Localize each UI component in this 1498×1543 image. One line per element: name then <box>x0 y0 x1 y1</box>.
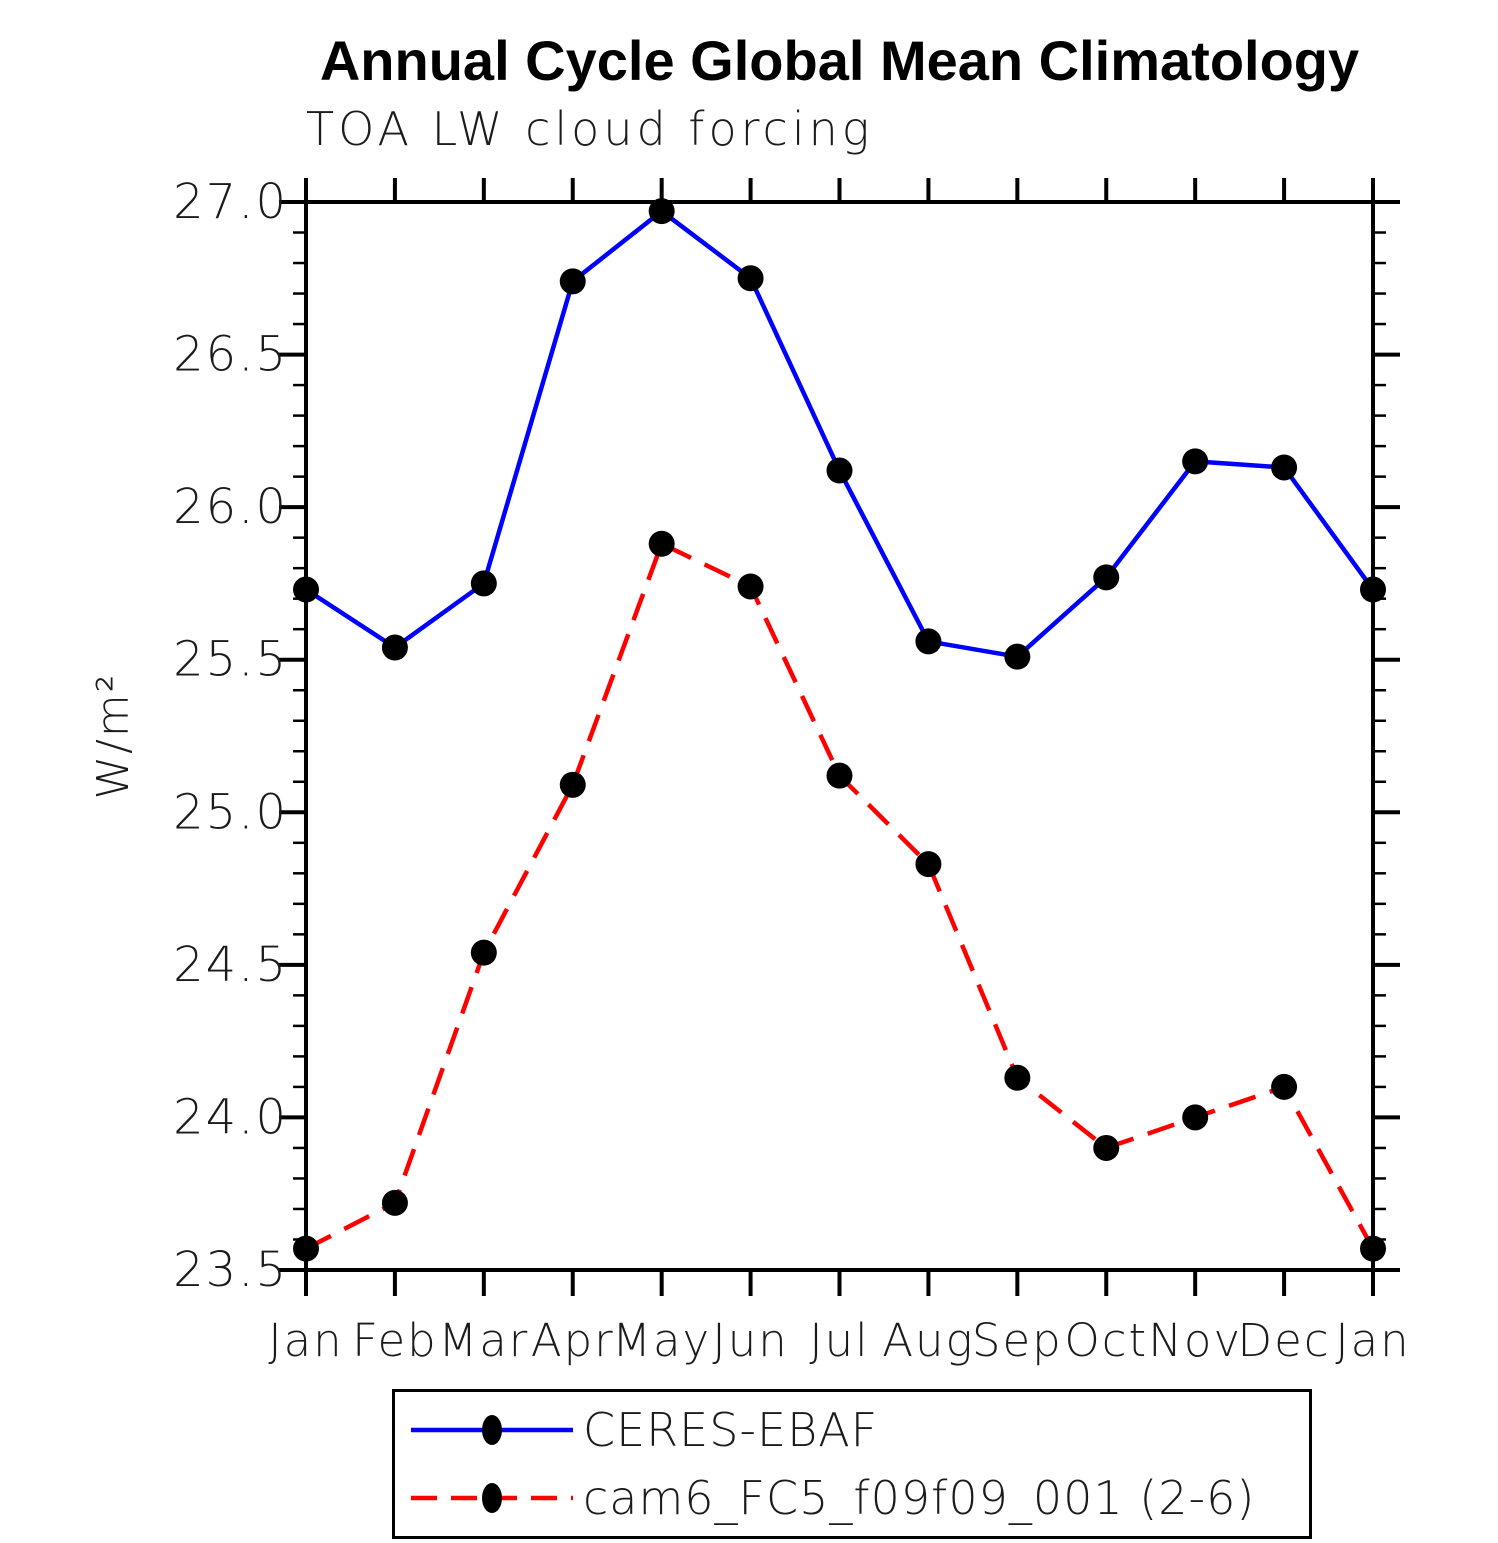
chart-title: Annual Cycle Global Mean Climatology <box>319 29 1360 92</box>
y-tick-label: 26.0 <box>173 479 288 535</box>
data-point-0 <box>559 268 586 295</box>
y-tick-label: 24.0 <box>173 1089 288 1145</box>
data-point-1 <box>648 530 675 557</box>
x-tick-label: Nov <box>1148 1314 1242 1367</box>
x-tick-label: Feb <box>352 1314 438 1367</box>
data-point-1 <box>1004 1064 1031 1091</box>
legend-line-sample <box>411 1415 573 1445</box>
y-tick-label: 25.5 <box>173 632 288 688</box>
legend-marker-icon <box>482 1483 502 1513</box>
x-tick-label: Oct <box>1064 1314 1148 1367</box>
x-tick-label: Aug <box>882 1314 974 1367</box>
x-tick-label: Apr <box>531 1314 615 1367</box>
data-point-1 <box>1093 1134 1120 1161</box>
x-tick-label: Jan <box>1335 1314 1410 1367</box>
x-tick-label: Dec <box>1238 1314 1331 1367</box>
data-point-1 <box>1271 1073 1298 1100</box>
data-point-1 <box>381 1189 408 1216</box>
legend-box: CERES-EBAF cam6_FC5_f09f09_001 (2-6) <box>392 1389 1312 1539</box>
y-tick-label: 26.5 <box>173 327 288 383</box>
legend-item-cam6: cam6_FC5_f09f09_001 (2-6) <box>407 1466 1309 1530</box>
data-point-1 <box>1182 1104 1209 1131</box>
data-point-0 <box>826 457 853 484</box>
series-line-0 <box>304 208 1375 660</box>
data-point-1 <box>293 1235 319 1262</box>
data-point-1 <box>1360 1235 1386 1262</box>
axes-frame <box>304 200 1375 1272</box>
data-point-0 <box>1271 454 1298 481</box>
data-point-0 <box>1093 564 1120 591</box>
legend-label: cam6_FC5_f09f09_001 (2-6) <box>583 1471 1256 1525</box>
data-point-0 <box>1004 643 1031 670</box>
y-tick-label: 25.0 <box>173 784 288 840</box>
x-tick-label: Sep <box>972 1314 1063 1367</box>
legend-label: CERES-EBAF <box>583 1403 879 1457</box>
data-point-0 <box>737 265 764 292</box>
y-tick-label: 27.0 <box>173 174 288 230</box>
legend-marker-icon <box>482 1415 502 1445</box>
series-line-1 <box>304 540 1375 1251</box>
data-point-1 <box>559 771 586 798</box>
data-point-0 <box>1182 448 1209 475</box>
data-point-0 <box>915 628 942 655</box>
x-tick-label: Jan <box>268 1314 343 1367</box>
x-tick-label: Jul <box>809 1314 869 1367</box>
y-tick-label: 23.5 <box>173 1242 288 1298</box>
data-point-0 <box>648 198 675 225</box>
chart-subtitle: TOA LW cloud forcing <box>306 102 874 156</box>
data-point-0 <box>1360 576 1386 603</box>
x-tick-label: May <box>612 1314 711 1367</box>
legend-item-ceres: CERES-EBAF <box>407 1398 1309 1462</box>
data-point-1 <box>826 762 853 789</box>
data-point-1 <box>470 939 497 966</box>
data-point-0 <box>293 576 319 603</box>
data-point-1 <box>915 851 942 878</box>
data-point-1 <box>737 573 764 600</box>
data-point-0 <box>470 570 497 597</box>
legend-line-sample <box>411 1483 573 1513</box>
x-tick-label: Jun <box>712 1314 788 1367</box>
x-tick-label: Mar <box>438 1314 529 1367</box>
y-tick-label: 24.5 <box>173 937 288 993</box>
data-point-0 <box>381 634 408 661</box>
